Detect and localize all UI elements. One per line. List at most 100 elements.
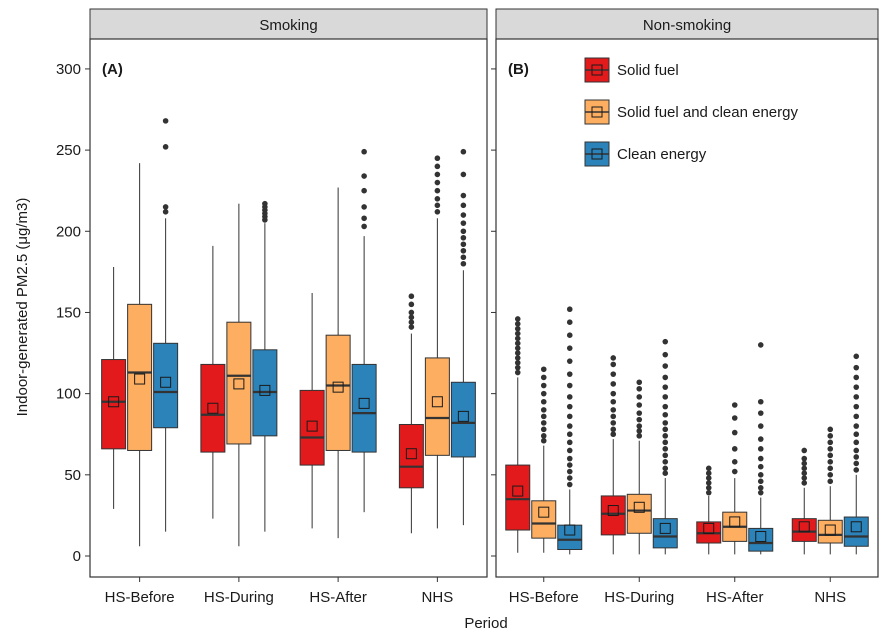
outlier-point — [540, 390, 547, 397]
outlier-point — [853, 353, 860, 360]
box-body — [325, 334, 351, 451]
outlier-point — [540, 426, 547, 433]
outlier-point — [662, 452, 669, 459]
mean-marker — [607, 505, 619, 517]
box-body — [299, 389, 325, 466]
outlier-point — [853, 403, 860, 410]
outlier-point — [801, 460, 808, 467]
mean-marker — [108, 396, 120, 408]
outlier-point — [636, 416, 643, 423]
box-body — [531, 500, 557, 539]
outlier-point — [540, 407, 547, 413]
outlier-point — [610, 413, 617, 420]
box-body — [127, 303, 153, 451]
outlier-point — [662, 351, 669, 358]
outlier-point — [853, 439, 860, 446]
outlier-point — [566, 481, 573, 488]
mean-marker — [729, 516, 741, 528]
box-solid-fuel — [696, 465, 722, 555]
outlier-point — [827, 426, 834, 433]
x-axis-title: Period — [464, 615, 507, 632]
outlier-point — [662, 338, 669, 345]
outlier-point — [705, 480, 712, 486]
x-tick-label: HS-During — [604, 589, 674, 606]
outlier-point — [610, 371, 617, 377]
box-body — [817, 519, 843, 544]
outlier-point — [566, 403, 573, 410]
outlier-point — [434, 196, 441, 202]
outlier-point — [460, 254, 467, 261]
outlier-point — [705, 475, 712, 481]
outlier-point — [566, 431, 573, 438]
outlier-point — [566, 423, 573, 429]
outlier-point — [636, 423, 643, 429]
mean-marker — [207, 402, 219, 414]
outlier-point — [460, 192, 467, 199]
outlier-point — [757, 472, 764, 478]
box-solid-fuel — [505, 316, 531, 553]
mean-marker — [633, 501, 645, 513]
mean-marker — [431, 396, 443, 408]
outlier-point — [162, 204, 169, 210]
outlier-point — [460, 148, 467, 155]
box-clean-energy — [557, 306, 583, 555]
outlier-point — [662, 420, 669, 426]
outlier-point — [514, 369, 521, 376]
mean-marker — [134, 373, 146, 385]
outlier-point — [162, 144, 169, 150]
outlier-point — [705, 489, 712, 496]
mean-marker — [405, 448, 417, 460]
box-solid-fuel-and-clean-energy — [722, 402, 748, 555]
outlier-point — [434, 163, 441, 170]
mean-marker — [798, 521, 810, 533]
legend-label: Solid fuel and clean energy — [617, 104, 798, 121]
legend: Solid fuel Solid fuel and clean energy Cle… — [584, 57, 798, 167]
outlier-point — [408, 301, 415, 308]
outlier-point — [460, 234, 467, 241]
outlier-point — [662, 411, 669, 418]
outlier-point — [662, 459, 669, 465]
box-body — [505, 464, 531, 531]
outlier-point — [162, 118, 169, 124]
outlier-point — [460, 220, 467, 226]
box-solid-fuel-and-clean-energy — [424, 155, 450, 529]
box-body — [200, 363, 226, 453]
outlier-point — [408, 324, 415, 330]
box-solid-fuel — [398, 293, 424, 534]
outlier-point — [361, 148, 367, 155]
outlier-point — [460, 260, 467, 267]
outlier-point — [460, 228, 467, 235]
outlier-point — [460, 171, 467, 178]
outlier-point — [731, 415, 738, 421]
outlier-point — [408, 314, 415, 321]
outlier-point — [460, 202, 467, 209]
outlier-point — [853, 384, 860, 390]
outlier-point — [162, 208, 169, 215]
box-solid-fuel — [791, 447, 817, 555]
outlier-point — [636, 410, 643, 416]
outlier-point — [434, 202, 441, 209]
box-clean-energy — [153, 118, 179, 532]
outlier-point — [566, 468, 573, 475]
outlier-point — [801, 475, 808, 481]
outlier-point — [662, 394, 669, 400]
outlier-point — [610, 390, 617, 397]
box-body — [791, 518, 817, 542]
outlier-point — [514, 355, 521, 361]
plot-panel — [495, 38, 879, 578]
x-tick-label: HS-Before — [509, 589, 579, 606]
outlier-point — [610, 420, 617, 426]
outlier-point — [540, 420, 547, 426]
outlier-point — [566, 462, 573, 468]
outlier-point — [853, 447, 860, 454]
x-tick-label: HS-After — [706, 589, 764, 606]
outlier-point — [757, 446, 764, 452]
outlier-point — [408, 319, 415, 326]
outlier-point — [757, 423, 764, 429]
outlier-point — [610, 398, 617, 405]
outlier-point — [827, 452, 834, 459]
outlier-point — [460, 247, 467, 254]
outlier-point — [434, 208, 441, 215]
outlier-point — [662, 439, 669, 446]
outlier-point — [361, 204, 367, 210]
